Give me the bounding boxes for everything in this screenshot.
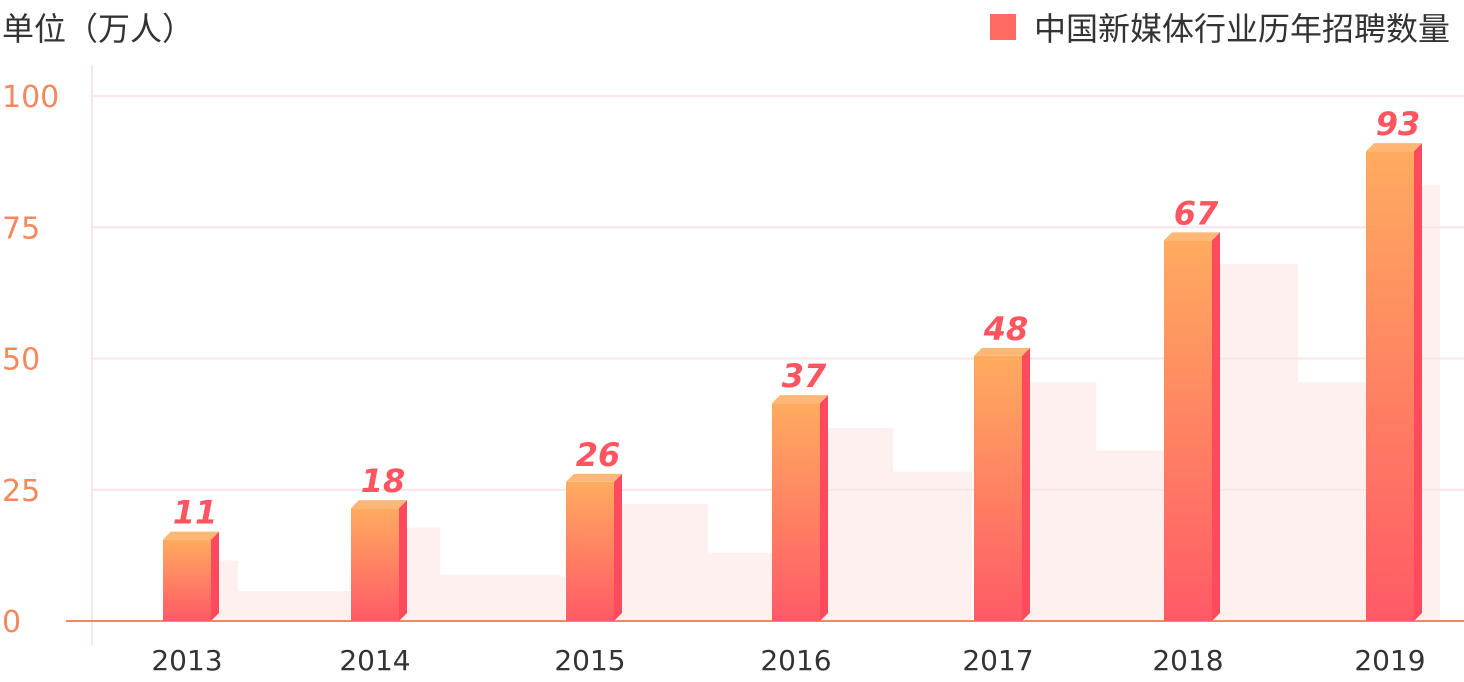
bar-front xyxy=(566,481,614,621)
bar-side xyxy=(1212,232,1220,621)
grid-lines: 0 25 50 75 100 xyxy=(2,80,1464,640)
bar-2018 xyxy=(1164,232,1220,621)
x-tick-label: 2017 xyxy=(962,644,1033,677)
backdrop-step xyxy=(560,576,565,621)
bar-side xyxy=(820,395,828,621)
bar-cap xyxy=(974,347,1030,356)
bar-front xyxy=(1164,240,1212,621)
bar-cap xyxy=(772,395,828,404)
bar-side xyxy=(399,500,407,621)
bar-2015 xyxy=(566,473,622,621)
bars xyxy=(163,143,1422,621)
y-tick-label: 0 xyxy=(2,605,21,640)
y-tick-label: 50 xyxy=(2,343,40,378)
x-tick-label: 2019 xyxy=(1354,644,1425,677)
bar-2013 xyxy=(163,531,219,621)
data-label: 26 xyxy=(576,436,621,474)
bar-2014 xyxy=(351,500,407,621)
bar-2016 xyxy=(772,395,828,621)
bar-cap xyxy=(1164,232,1220,241)
y-tick-label: 25 xyxy=(2,474,40,509)
bar-front xyxy=(1366,151,1414,621)
backdrop-step xyxy=(1298,382,1370,621)
bar-front xyxy=(974,355,1022,621)
bar-side xyxy=(614,473,622,621)
bar-side xyxy=(1414,143,1422,621)
legend-label: 中国新媒体行业历年招聘数量 xyxy=(1033,10,1450,48)
bar-side xyxy=(211,531,219,621)
backdrop-step xyxy=(615,503,708,621)
backdrop-step xyxy=(440,574,560,621)
x-tick-label: 2013 xyxy=(151,644,222,677)
bar-front xyxy=(351,508,399,621)
bar-front xyxy=(163,539,211,621)
bar-2017 xyxy=(974,347,1030,621)
y-axis-unit-label: 单位（万人） xyxy=(2,10,195,48)
x-tick-label: 2015 xyxy=(554,644,625,677)
data-label: 11 xyxy=(173,494,218,532)
data-label: 37 xyxy=(782,357,827,395)
backdrop-step xyxy=(1213,264,1298,621)
data-label: 67 xyxy=(1174,194,1219,232)
legend-swatch xyxy=(989,14,1016,40)
bar-cap xyxy=(1366,143,1422,152)
backdrop-step xyxy=(708,552,772,621)
backdrop-step xyxy=(1096,450,1165,621)
bar-cap xyxy=(566,473,622,482)
y-tick-label: 100 xyxy=(2,80,59,115)
bar-cap xyxy=(163,531,219,540)
backdrop-step xyxy=(893,471,972,621)
axes xyxy=(66,66,1464,645)
data-label: 18 xyxy=(361,462,406,500)
data-labels: 11 2013 18 2014 26 2015 37 2016 48 2017 67 2018 93 20… xyxy=(151,105,1425,677)
backdrop-step xyxy=(1020,382,1096,621)
legend: 中国新媒体行业历年招聘数量 xyxy=(989,4,1450,50)
data-label: 93 xyxy=(1376,105,1421,143)
x-tick-label: 2014 xyxy=(339,644,410,677)
bar-cap xyxy=(351,500,407,509)
decorative-backdrop xyxy=(210,185,1440,621)
x-tick-label: 2018 xyxy=(1152,644,1223,677)
y-tick-label: 75 xyxy=(2,211,40,246)
bar-front xyxy=(772,403,820,621)
bar-side xyxy=(1022,347,1030,621)
x-tick-label: 2016 xyxy=(760,644,831,677)
backdrop-step xyxy=(818,427,893,621)
bar-2019 xyxy=(1366,143,1422,621)
data-label: 48 xyxy=(983,310,1029,348)
backdrop-step xyxy=(238,591,350,621)
